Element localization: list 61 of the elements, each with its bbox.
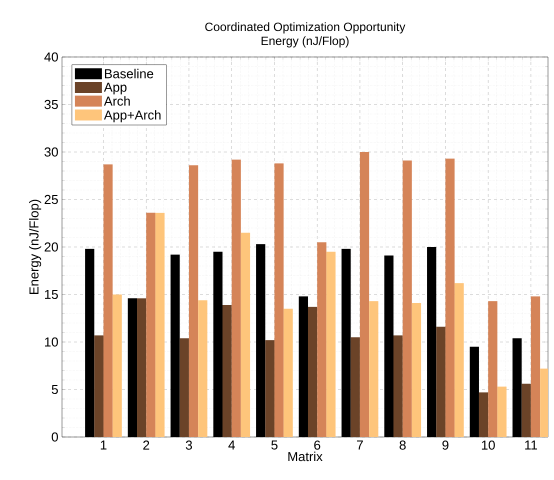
bar [198, 300, 208, 437]
y-tick-label: 40 [44, 52, 58, 62]
legend-label: Arch [104, 96, 130, 106]
y-tick-label: 20 [44, 242, 58, 252]
bar [155, 212, 165, 437]
x-tick-label: 6 [314, 440, 320, 450]
chart-title: Coordinated Optimization Opportunity [205, 22, 406, 34]
y-tick-label: 5 [52, 384, 58, 394]
bar [326, 252, 336, 437]
legend-label: Baseline [104, 68, 154, 78]
bar [436, 326, 446, 437]
bar [497, 386, 507, 437]
bar [369, 301, 378, 437]
y-tick-label: 25 [44, 194, 58, 204]
y-tick-label: 30 [44, 147, 58, 157]
bar [360, 152, 370, 437]
bar [146, 212, 156, 437]
x-tick-label: 10 [482, 440, 495, 450]
x-tick-label: 9 [442, 440, 448, 450]
x-axis-title: Matrix [288, 452, 323, 462]
bar [488, 301, 498, 437]
x-tick-label: 4 [228, 440, 235, 450]
legend-label: App+Arch [104, 110, 161, 122]
bar [180, 338, 189, 437]
x-tick-label: 2 [143, 440, 150, 450]
bar [522, 384, 531, 437]
x-tick-label: 1 [100, 440, 106, 450]
y-axis-title: Energy (nJ/Flop) [29, 200, 42, 294]
bar [188, 165, 198, 437]
bar [445, 158, 455, 437]
bar [284, 308, 293, 437]
bar [222, 304, 232, 437]
x-tick-label: 7 [356, 440, 363, 450]
bar [265, 340, 274, 437]
bar [240, 232, 250, 437]
y-tick-label: 35 [44, 100, 58, 110]
bar [103, 164, 113, 437]
bar [350, 337, 360, 437]
y-tick-label: 0 [52, 432, 58, 442]
bar [454, 283, 464, 437]
bar [317, 242, 326, 437]
bar [112, 294, 122, 437]
bar [137, 298, 146, 437]
bar [232, 160, 241, 437]
bar [402, 160, 412, 437]
bar [308, 306, 318, 437]
bar [478, 392, 488, 437]
bar [94, 335, 104, 437]
x-tick-label: 8 [400, 440, 406, 450]
bar [393, 335, 403, 437]
y-tick-label: 10 [44, 337, 58, 347]
y-tick-label: 15 [44, 290, 58, 300]
bar [530, 296, 540, 437]
bar [540, 368, 548, 437]
x-tick-label: 3 [186, 440, 192, 450]
legend-label: App [104, 82, 127, 94]
x-tick-label: 11 [525, 440, 538, 450]
x-tick-label: 5 [271, 440, 278, 450]
bar [412, 303, 422, 437]
chart-subtitle: Energy (nJ/Flop) [262, 36, 349, 48]
bar [274, 163, 284, 437]
